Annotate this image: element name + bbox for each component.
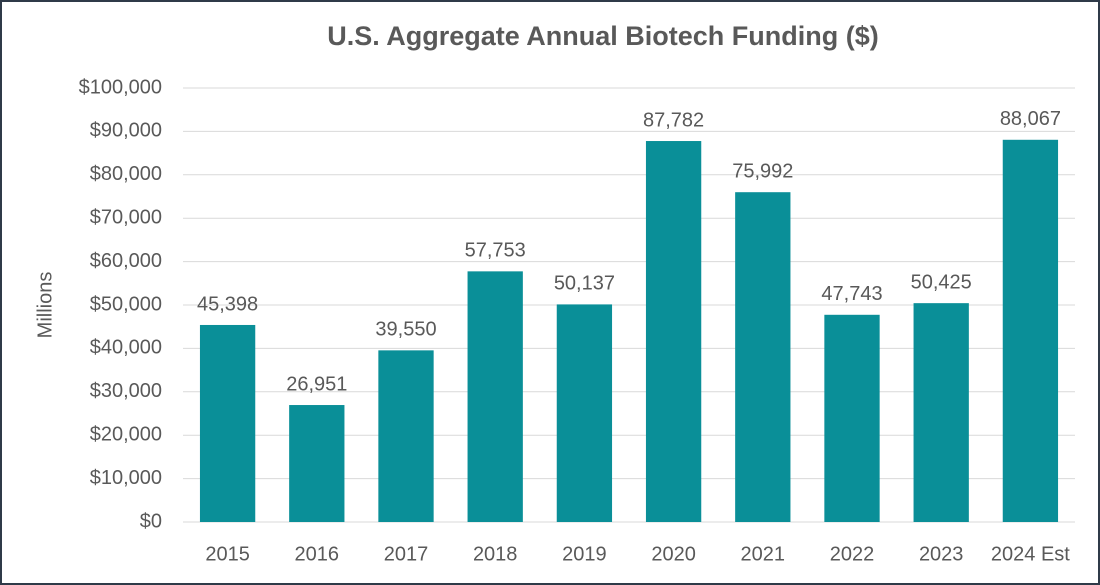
y-tick-label: $90,000	[90, 120, 162, 142]
x-tick-label: 2018	[473, 543, 518, 565]
data-label: 26,951	[286, 373, 347, 395]
bar	[735, 192, 791, 523]
y-tick-label: $60,000	[90, 250, 162, 272]
x-tick-label: 2022	[830, 543, 875, 565]
bar	[645, 141, 702, 522]
data-label: 88,067	[1000, 108, 1061, 130]
bar	[1002, 139, 1059, 522]
y-tick-label: $30,000	[90, 380, 162, 402]
data-label: 45,398	[197, 293, 258, 315]
y-tick-label: $20,000	[90, 423, 162, 445]
y-tick-label: $80,000	[90, 163, 162, 185]
data-label: 75,992	[732, 160, 793, 182]
data-label: 57,753	[465, 240, 526, 262]
data-label: 50,137	[554, 273, 615, 295]
y-tick-label: $100,000	[79, 76, 162, 98]
bar	[378, 350, 434, 522]
y-tick-label: $0	[140, 510, 162, 532]
y-tick-label: $40,000	[90, 337, 162, 359]
bar	[556, 304, 613, 522]
y-axis-label: Millions	[34, 272, 56, 339]
y-tick-label: $70,000	[90, 206, 162, 228]
x-tick-label: 2017	[384, 543, 429, 565]
data-label: 87,782	[643, 109, 704, 131]
x-tick-label: 2021	[741, 543, 786, 565]
bar	[289, 405, 345, 522]
x-tick-label: 2020	[651, 543, 696, 565]
chart-title: U.S. Aggregate Annual Biotech Funding ($…	[327, 21, 879, 51]
x-tick-label: 2024 Est	[991, 543, 1070, 565]
data-label: 47,743	[821, 283, 882, 305]
x-tick-label: 2015	[205, 543, 250, 565]
x-tick-label: 2016	[295, 543, 340, 565]
y-tick-label: $10,000	[90, 467, 162, 489]
x-tick-label: 2023	[919, 543, 964, 565]
bar	[467, 271, 523, 522]
bar	[913, 303, 969, 522]
data-label: 50,425	[911, 271, 972, 293]
bar	[199, 324, 256, 522]
y-tick-label: $50,000	[90, 293, 162, 315]
bar	[824, 314, 880, 522]
x-tick-label: 2019	[562, 543, 607, 565]
data-label: 39,550	[375, 319, 436, 341]
